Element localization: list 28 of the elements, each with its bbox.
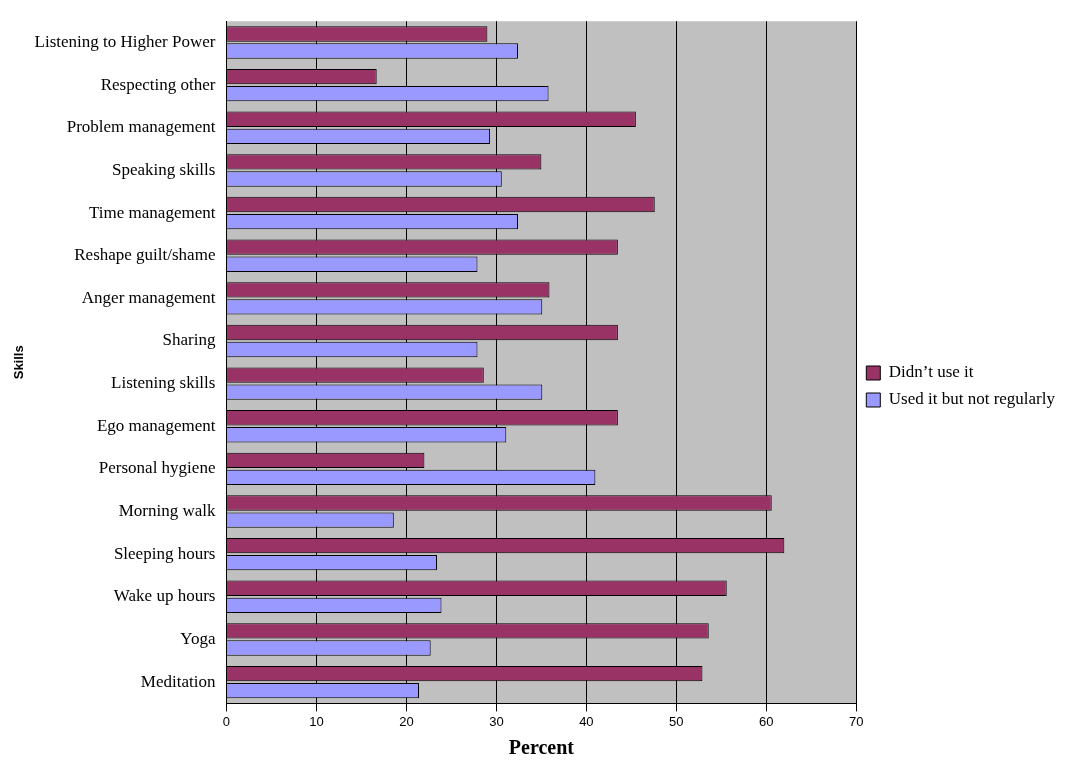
y-tick-label: Sleeping hours <box>113 543 216 563</box>
y-tick-label: Meditation <box>140 671 216 691</box>
legend-label: Used it but not regularly <box>888 389 1056 409</box>
x-tick-label: 0 <box>222 713 231 729</box>
y-tick-label: Speaking skills <box>112 159 216 179</box>
y-tick-label: Ego management <box>96 415 216 435</box>
y-tick-label: Morning walk <box>118 501 216 520</box>
x-tick-label: 20 <box>399 713 414 729</box>
x-tick-label: 40 <box>579 713 594 729</box>
x-tick-label: 60 <box>759 713 774 729</box>
y-tick-label: Listening skills <box>111 373 216 393</box>
x-tick-label: 70 <box>849 713 864 729</box>
y-tick-label: Anger management <box>81 287 216 307</box>
x-tick-label: 30 <box>489 713 504 729</box>
x-tick-label: 50 <box>669 713 684 729</box>
y-tick-label: Respecting other <box>100 74 216 94</box>
legend-label: Didn’t use it <box>888 362 974 382</box>
x-tick-label: 10 <box>309 713 324 729</box>
y-tick-label: Listening to Higher Power <box>34 31 216 51</box>
y-tick-label: Yoga <box>180 628 216 648</box>
y-tick-label: Sharing <box>162 330 216 350</box>
y-axis-title: Skills <box>11 345 27 380</box>
y-tick-label: Time management <box>89 202 216 222</box>
x-axis-title: Percent <box>508 736 575 759</box>
y-tick-label: Reshape guilt/shame <box>74 245 216 265</box>
y-tick-label: Personal hygiene <box>98 458 216 478</box>
y-tick-label: Wake up hours <box>113 586 216 606</box>
y-tick-label: Problem management <box>66 117 216 137</box>
